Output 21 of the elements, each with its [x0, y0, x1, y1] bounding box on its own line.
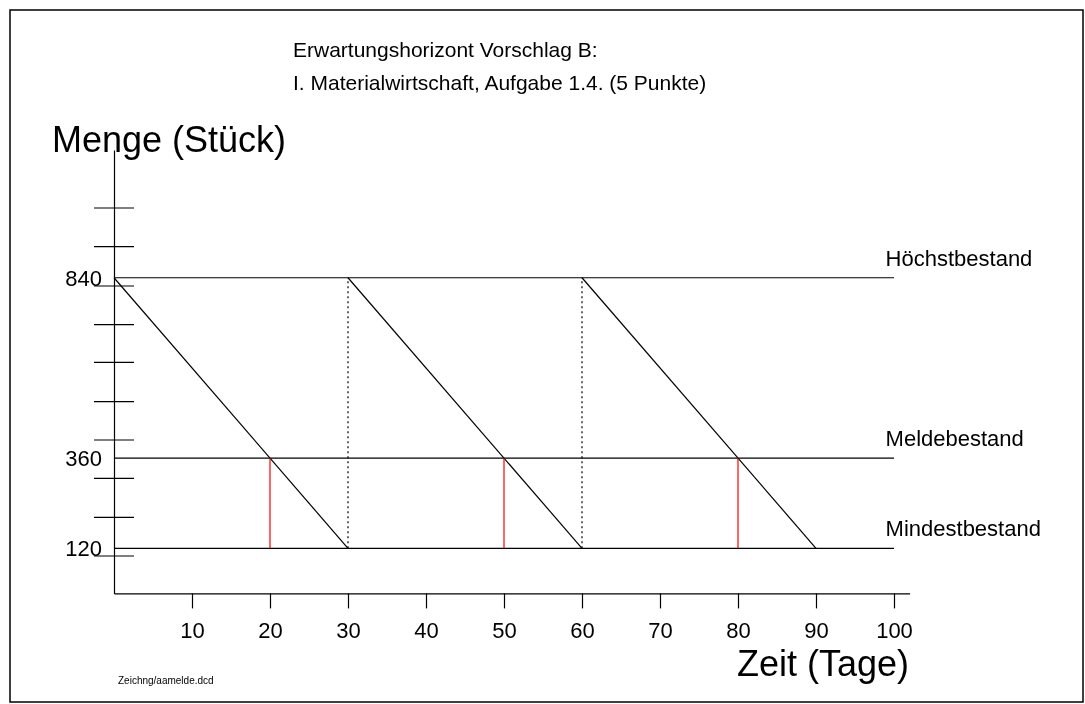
x-tick-label: 90: [804, 618, 829, 644]
y-tick-label: 360: [65, 446, 102, 472]
x-tick-label: 40: [414, 618, 439, 644]
ref-line-label: Höchstbestand: [885, 245, 1033, 271]
y-tick-label: 120: [65, 536, 102, 562]
x-tick-label: 60: [570, 618, 595, 644]
x-axis-title: Zeit (Tage): [736, 643, 909, 684]
ref-line-label: Mindestbestand: [885, 516, 1041, 542]
y-axis-title: Menge (Stück): [52, 119, 287, 160]
x-tick-label: 80: [726, 618, 751, 644]
x-tick-label: 50: [492, 618, 517, 644]
x-tick-label: 100: [876, 618, 913, 644]
x-tick-label: 20: [258, 618, 283, 644]
x-tick-label: 30: [336, 618, 361, 644]
ref-line-label: Meldebestand: [885, 426, 1024, 452]
chart-title: Erwartungshorizont Vorschlag B:: [293, 38, 598, 61]
x-tick-label: 10: [180, 618, 205, 644]
y-tick-label: 840: [65, 265, 102, 291]
chart-subtitle: I. Materialwirtschaft, Aufgabe 1.4. (5 Punkte): [293, 71, 707, 94]
text: Zeichng/aamelde.dcd: [118, 675, 214, 686]
x-tick-label: 70: [648, 618, 673, 644]
